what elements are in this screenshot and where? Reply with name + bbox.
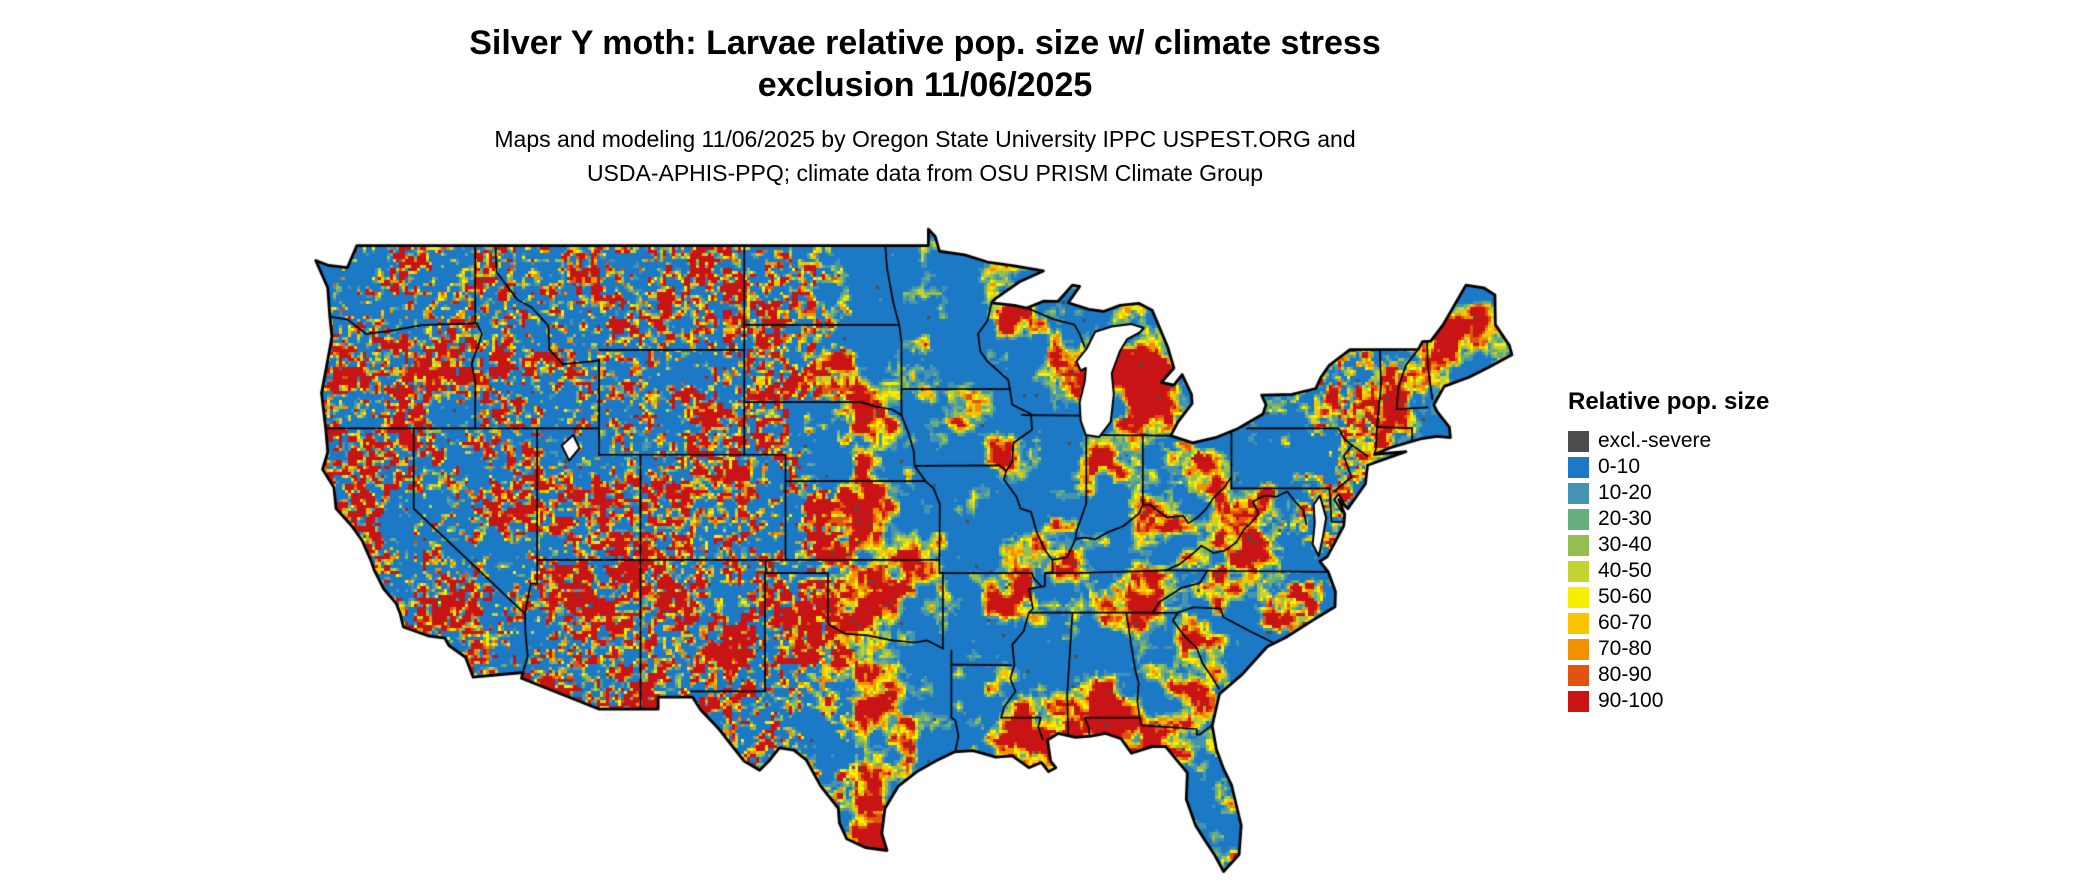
- legend-swatch: [1568, 534, 1589, 556]
- legend-label: 60-70: [1598, 611, 1652, 634]
- legend-row: 0-10: [1568, 454, 1769, 480]
- us-map-canvas: [306, 226, 1526, 886]
- legend-row: 30-40: [1568, 532, 1769, 558]
- legend-label: 20-30: [1598, 507, 1652, 530]
- legend-label: 40-50: [1598, 559, 1652, 582]
- legend-row: excl.-severe: [1568, 428, 1769, 454]
- legend-title: Relative pop. size: [1568, 388, 1770, 415]
- legend-swatch: [1568, 612, 1589, 634]
- page-title-line2: exclusion 11/06/2025: [757, 66, 1093, 104]
- legend-label: 90-100: [1598, 689, 1664, 712]
- legend-label: excl.-severe: [1598, 429, 1712, 452]
- legend-swatch: [1568, 638, 1589, 660]
- legend-row: 90-100: [1568, 688, 1769, 714]
- legend-row: 60-70: [1568, 610, 1769, 636]
- page-title: Silver Y moth: Larvae relative pop. size…: [310, 22, 1540, 106]
- legend-row: 80-90: [1568, 662, 1769, 688]
- page-subtitle: Maps and modeling 11/06/2025 by Oregon S…: [310, 122, 1540, 190]
- legend-label: 30-40: [1598, 533, 1652, 556]
- legend-row: 50-60: [1568, 584, 1769, 610]
- legend-swatch: [1568, 482, 1589, 504]
- legend-swatch: [1568, 586, 1589, 608]
- legend-label: 80-90: [1598, 663, 1652, 686]
- map-legend: Relative pop. size excl.-severe 0-10 10-…: [1568, 388, 1769, 714]
- page-title-line1: Silver Y moth: Larvae relative pop. size…: [469, 24, 1381, 62]
- legend-label: 50-60: [1598, 585, 1652, 608]
- legend-swatch: [1568, 508, 1589, 530]
- page-subtitle-line1: Maps and modeling 11/06/2025 by Oregon S…: [494, 126, 1356, 152]
- legend-row: 20-30: [1568, 506, 1769, 532]
- legend-label: 70-80: [1598, 637, 1652, 660]
- legend-swatch: [1568, 430, 1589, 452]
- legend-swatch: [1568, 690, 1589, 712]
- legend-label: 10-20: [1598, 481, 1652, 504]
- page-subtitle-line2: USDA-APHIS-PPQ; climate data from OSU PR…: [586, 160, 1264, 186]
- legend-row: 10-20: [1568, 480, 1769, 506]
- legend-label: 0-10: [1598, 455, 1641, 478]
- legend-swatch: [1568, 560, 1589, 582]
- legend-row: 40-50: [1568, 558, 1769, 584]
- legend-row: 70-80: [1568, 636, 1769, 662]
- legend-swatch: [1568, 456, 1589, 478]
- legend-swatch: [1568, 664, 1589, 686]
